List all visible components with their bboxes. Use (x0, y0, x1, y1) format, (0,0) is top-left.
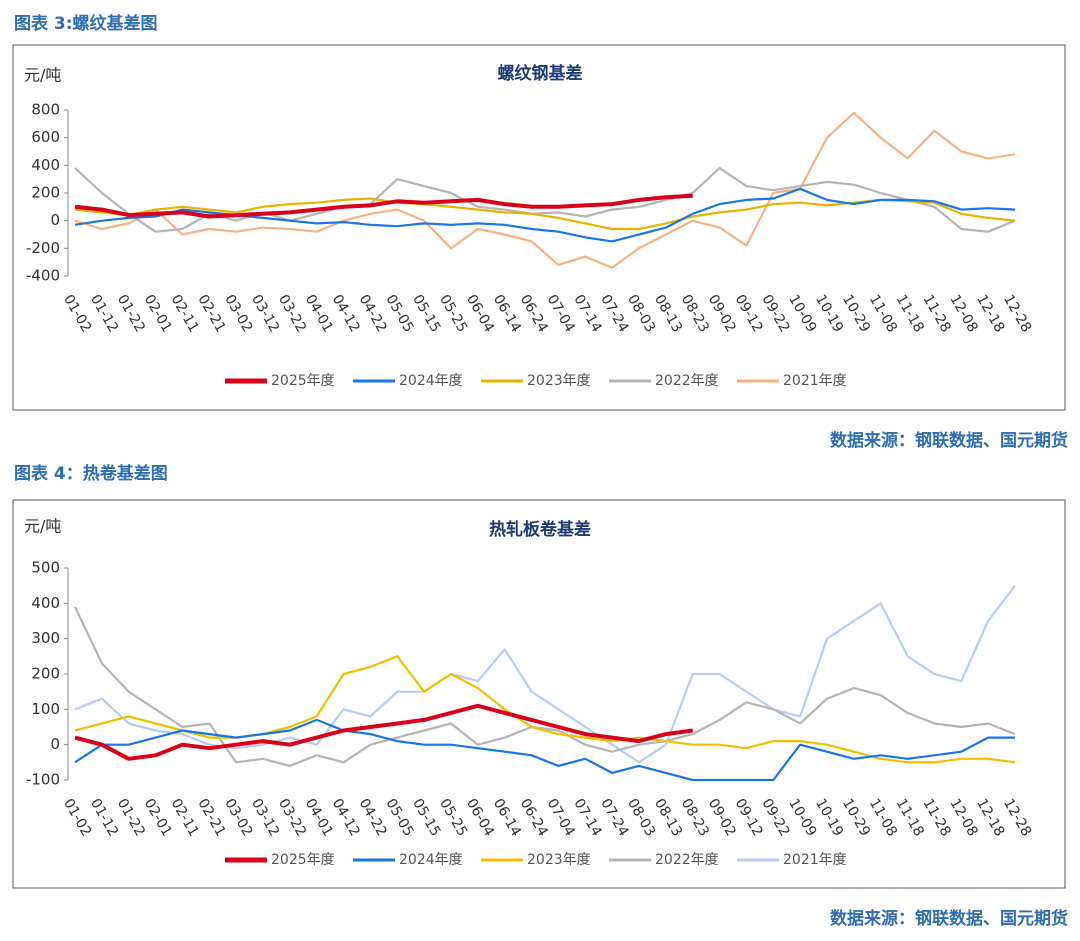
y-tick-label: 200 (31, 665, 60, 683)
y-tick-label: 400 (31, 156, 60, 174)
legend-label: 2024年度 (399, 373, 463, 389)
series-line (74, 585, 1016, 764)
legend-label: 2023年度 (527, 373, 591, 389)
chart-frame (12, 44, 1066, 411)
legend-label: 2025年度 (271, 852, 335, 868)
legend-label: 2022年度 (655, 373, 719, 389)
x-tick-label: 12-28 (1000, 796, 1034, 839)
y-tick-label: 0 (50, 735, 60, 753)
y-axis-label: 元/吨 (24, 517, 61, 536)
chart-title: 螺纹钢基差 (498, 63, 583, 84)
y-tick-label: 500 (31, 559, 60, 577)
y-tick-label: 600 (31, 128, 60, 146)
series-line (74, 193, 693, 219)
series-line (74, 111, 1016, 269)
y-tick-label: 200 (31, 184, 60, 202)
legend-label: 2021年度 (783, 373, 847, 389)
y-tick-label: 800 (31, 101, 60, 119)
series-line (74, 606, 1016, 767)
legend-label: 2021年度 (783, 852, 847, 868)
series-line (74, 197, 1016, 231)
series-line (74, 718, 1015, 782)
y-tick-label: -200 (26, 239, 60, 257)
source: 数据来源：钢联数据、国元期货 (830, 430, 1068, 451)
y-tick-label: 300 (31, 629, 60, 647)
x-tick-label: 12-28 (1000, 292, 1034, 335)
series-line (74, 703, 693, 761)
y-tick-label: -400 (26, 267, 60, 285)
y-axis-label: 元/吨 (24, 66, 61, 85)
y-tick-label: 100 (31, 700, 60, 718)
chart-title: 热轧板卷基差 (489, 519, 591, 540)
figure-title: 图表 4：热卷基差图 (14, 463, 168, 484)
source: 数据来源：钢联数据、国元期货 (830, 908, 1068, 929)
chart-frame (12, 499, 1066, 889)
series-line (74, 167, 1016, 233)
y-tick-label: 400 (31, 594, 60, 612)
y-tick-label: 0 (50, 211, 60, 229)
legend-label: 2022年度 (655, 852, 719, 868)
legend-label: 2023年度 (527, 852, 591, 868)
y-tick-label: -100 (26, 771, 60, 789)
figure-title: 图表 3:螺纹基差图 (14, 13, 158, 34)
legend-label: 2024年度 (399, 852, 463, 868)
legend-label: 2025年度 (271, 373, 335, 389)
